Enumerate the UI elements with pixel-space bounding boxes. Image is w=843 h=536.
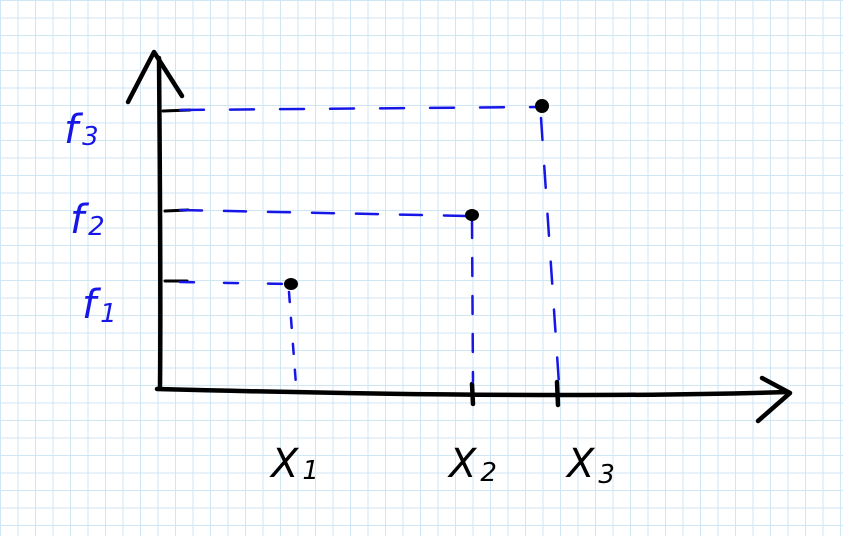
x1-vertical-dash	[287, 290, 298, 387]
f1-horizontal-dash	[178, 280, 290, 286]
point-x3-f3	[535, 99, 549, 113]
x2-vertical-dash	[470, 218, 475, 384]
x-tick-3	[554, 379, 561, 408]
point-x1-f1	[284, 278, 298, 290]
axes	[125, 49, 793, 424]
x-tick-2	[469, 381, 476, 407]
points	[284, 99, 549, 290]
x3-vertical-dash	[539, 116, 561, 386]
f2-horizontal-dash	[178, 208, 470, 218]
y-axis-arrowhead	[125, 49, 185, 105]
f3-horizontal-dash	[178, 105, 540, 112]
projection-lines	[178, 105, 561, 387]
x-axis-arrowhead	[755, 375, 793, 424]
point-x2-f2	[465, 209, 479, 221]
y-axis	[156, 55, 163, 390]
